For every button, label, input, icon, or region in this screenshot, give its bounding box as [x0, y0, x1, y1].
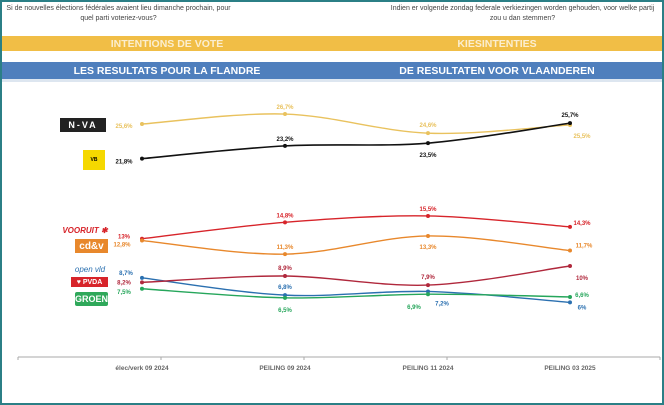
data-label: 8,2% [117, 280, 131, 286]
data-label: 25,5% [573, 134, 591, 140]
data-label: 14,3% [573, 221, 591, 227]
data-label: 23,5% [419, 153, 437, 159]
data-point [140, 238, 144, 243]
data-point [140, 286, 144, 291]
data-label: 8,9% [278, 266, 292, 272]
data-label: 23,2% [276, 137, 294, 143]
data-label: 7,9% [421, 275, 435, 281]
data-point [568, 264, 572, 268]
x-tick-label: PEILING 03 2025 [544, 365, 596, 372]
data-point [426, 213, 430, 218]
question-nl: Indien er volgende zondag federale verki… [390, 5, 655, 22]
data-label: 6,9% [407, 305, 421, 311]
title-fr: INTENTIONS DE VOTE [110, 37, 224, 50]
series-line-groen [141, 288, 571, 299]
data-label: 12,8% [113, 243, 131, 249]
series-line-vooruit [141, 215, 571, 240]
logo-open-vld: open vld [74, 264, 106, 274]
data-label: 7,2% [435, 301, 449, 307]
data-point [568, 248, 572, 253]
data-point [426, 283, 430, 288]
data-point [140, 280, 144, 285]
data-point [140, 156, 144, 161]
series-line-cd-v [141, 235, 571, 255]
data-label: 25,6% [115, 124, 133, 130]
data-label: 11,3% [277, 245, 294, 251]
data-label: 6,6% [575, 293, 589, 299]
data-point [283, 274, 287, 279]
data-point [568, 294, 572, 299]
logo-vlaams-belang: VB [83, 150, 105, 170]
x-tick-label: PEILING 11 2024 [403, 365, 454, 372]
data-point [568, 300, 572, 305]
x-tick-label: PEILING 09 2024 [259, 365, 311, 372]
series-line-n-va [141, 113, 571, 135]
data-point [568, 121, 572, 126]
data-label: 26,7% [276, 105, 294, 111]
data-label: 24,6% [419, 123, 437, 129]
series-line-vlaams-belang [141, 122, 571, 160]
series-line-pvda [141, 265, 571, 286]
subtitle-nl: DE RESULTATEN VOOR VLAANDEREN [399, 64, 595, 77]
data-point [426, 131, 430, 136]
subtitle-fr: LES RESULTATS POUR LA FLANDRE [73, 64, 261, 77]
data-label: 6,8% [278, 285, 292, 291]
data-label: 14,8% [276, 213, 294, 219]
data-point [283, 112, 287, 117]
data-point [426, 141, 430, 146]
title-nl: KIESINTENTIES [457, 37, 537, 50]
data-point [426, 292, 430, 297]
data-point [283, 295, 287, 300]
data-label: 6,5% [278, 308, 292, 314]
data-point [283, 220, 287, 225]
data-label: 15,5% [419, 207, 437, 213]
data-label: 21,8% [115, 160, 133, 166]
logo-groen: GROEN [75, 292, 109, 306]
data-label: 13% [118, 235, 131, 241]
data-point [426, 233, 430, 238]
logo-nva: N-VA [60, 118, 106, 132]
data-label: 10% [576, 276, 589, 282]
data-label: 6% [578, 305, 587, 311]
logo-vooruit: VOORUIT ✱ [62, 225, 108, 235]
series-line-open-vld [141, 277, 571, 304]
data-point [283, 252, 287, 257]
data-point [568, 224, 572, 229]
logo-cdv: cd&v [75, 239, 108, 253]
subtitle-bar: LES RESULTATS POUR LA FLANDRE DE RESULTA… [2, 62, 662, 79]
title-bar: INTENTIONS DE VOTE KIESINTENTIES [2, 36, 662, 51]
data-label: 8,7% [119, 271, 133, 277]
data-label: 11,7% [576, 244, 593, 250]
divider [2, 79, 662, 82]
data-label: 13,3% [419, 245, 437, 251]
data-point [140, 275, 144, 280]
logo-pvda: ♥ PVDA [71, 277, 108, 287]
data-point [140, 122, 144, 127]
data-label: 25,7% [561, 113, 579, 119]
data-label: 7,5% [117, 290, 131, 296]
question-fr: Si de nouvelles élections fédérales avai… [6, 5, 231, 22]
x-tick-label: élec/verk 09 2024 [115, 365, 169, 372]
data-point [283, 143, 287, 148]
